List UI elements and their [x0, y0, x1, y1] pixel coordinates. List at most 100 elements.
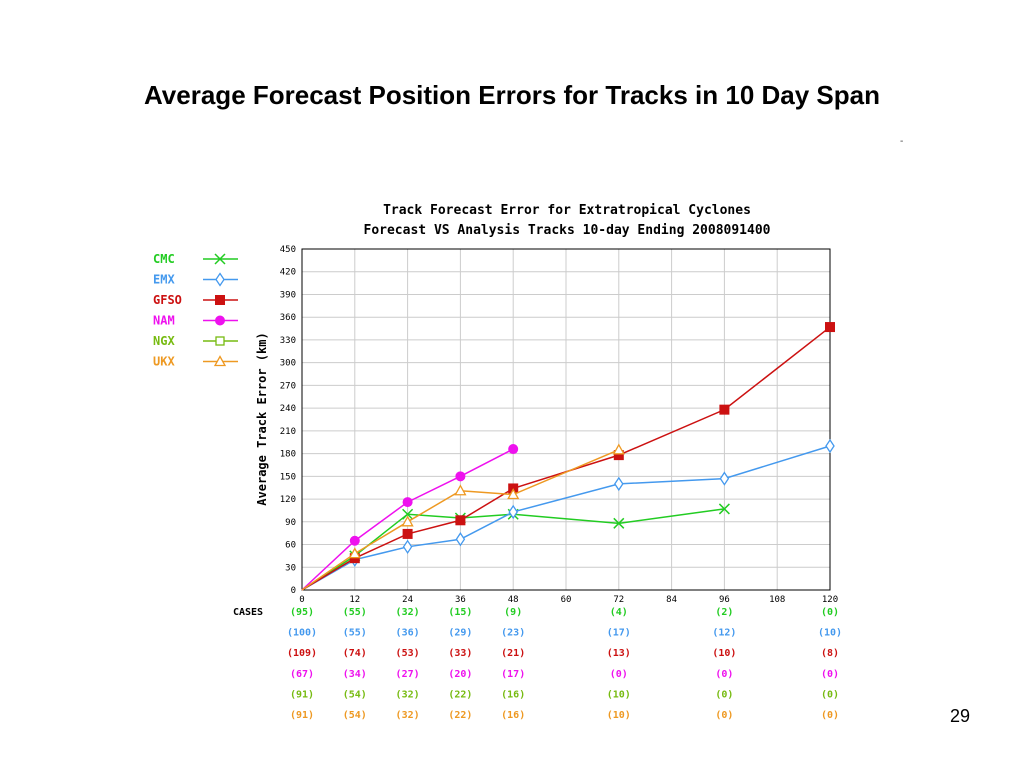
- legend-marker-cmc: [214, 253, 226, 265]
- data-point-cmc: [402, 508, 414, 520]
- legend-marker-nam: [215, 315, 225, 326]
- cases-value-emx: (100): [287, 628, 317, 639]
- cases-value-ngx: (16): [501, 689, 525, 700]
- cases-value-ukx: (91): [290, 710, 314, 721]
- y-tick-label: 150: [280, 472, 296, 482]
- data-point-emx: [402, 539, 413, 554]
- cases-value-gfso: (10): [712, 648, 736, 659]
- cases-value-ngx: (32): [396, 689, 420, 700]
- legend-marker-emx: [215, 272, 225, 287]
- series-line-emx: [301, 445, 831, 591]
- cases-value-nam: (0): [715, 669, 733, 680]
- cases-value-cmc: (15): [448, 607, 472, 618]
- cases-label: CASES: [233, 607, 263, 618]
- cases-value-ukx: (0): [715, 710, 733, 721]
- cases-value-emx: (10): [818, 628, 842, 639]
- data-point-gfso: [402, 528, 413, 539]
- data-point-nam: [402, 497, 413, 508]
- x-tick-label: 72: [613, 595, 624, 605]
- cases-value-ngx: (0): [821, 689, 839, 700]
- y-axis-label: Average Track Error (km): [255, 332, 269, 505]
- cases-value-emx: (36): [396, 628, 420, 639]
- cases-value-cmc: (55): [343, 607, 367, 618]
- data-point-gfso: [455, 515, 466, 526]
- cases-value-ngx: (0): [715, 689, 733, 700]
- legend-label-ukx: UKX: [153, 355, 175, 369]
- cases-value-cmc: (32): [396, 607, 420, 618]
- x-tick-label: 84: [666, 595, 677, 605]
- plot-area-frame: [301, 248, 831, 591]
- cases-value-emx: (23): [501, 628, 525, 639]
- x-tick-label: 96: [719, 595, 730, 605]
- x-tick-label: 108: [769, 595, 785, 605]
- cases-value-ukx: (22): [448, 710, 472, 721]
- data-point-nam: [455, 471, 466, 482]
- data-point-nam: [508, 444, 519, 455]
- data-point-ukx: [401, 515, 414, 527]
- page-number: 29: [949, 706, 970, 726]
- cases-value-cmc: (95): [290, 607, 314, 618]
- y-tick-label: 90: [285, 518, 296, 528]
- cases-value-nam: (20): [448, 669, 472, 680]
- cases-value-ukx: (16): [501, 710, 525, 721]
- y-tick-labels: 0 30 60 90 120 150 180 210 240 270 300 330 360 390 420…: [280, 245, 296, 596]
- x-tick-label: 48: [508, 595, 519, 605]
- corner-mark: -: [900, 136, 904, 147]
- cases-value-nam: (0): [610, 669, 628, 680]
- data-point-emx: [455, 532, 466, 547]
- legend: CMC EMX GFSO NAM NGX UKX: [153, 252, 238, 369]
- chart-subtitle: Forecast VS Analysis Tracks 10-day Endin…: [364, 223, 771, 238]
- cases-value-gfso: (33): [448, 648, 472, 659]
- y-tick-label: 180: [280, 450, 296, 460]
- cases-value-gfso: (109): [287, 648, 317, 659]
- cases-table: (95) (55) (32) (15) (9) (4) (2) (0) (100) (55) (36…: [287, 607, 842, 721]
- cases-value-cmc: (4): [610, 607, 628, 618]
- data-point-cmc: [613, 517, 625, 529]
- y-tick-label: 0: [291, 586, 296, 596]
- x-tick-label: 12: [349, 595, 360, 605]
- data-point-gfso: [825, 322, 835, 333]
- cases-value-gfso: (13): [607, 648, 631, 659]
- y-tick-label: 120: [280, 495, 296, 505]
- data-point-nam: [349, 535, 360, 546]
- x-tick-label: 24: [402, 595, 413, 605]
- y-tick-label: 270: [280, 381, 296, 391]
- legend-label-ngx: NGX: [153, 334, 175, 348]
- series-line-gfso: [301, 326, 831, 591]
- series-line-ukx: [301, 449, 620, 591]
- legend-label-nam: NAM: [153, 314, 175, 328]
- legend-marker-ukx: [213, 355, 227, 367]
- y-tick-label: 240: [280, 404, 296, 414]
- cases-value-gfso: (21): [501, 648, 525, 659]
- cases-value-cmc: (9): [504, 607, 522, 618]
- cases-value-gfso: (8): [821, 648, 839, 659]
- y-tick-label: 300: [280, 359, 296, 369]
- data-point-emx: [614, 476, 624, 492]
- cases-value-nam: (34): [343, 669, 367, 680]
- x-tick-label: 36: [455, 595, 466, 605]
- cases-value-ukx: (10): [607, 710, 631, 721]
- data-point-cmc: [718, 503, 730, 515]
- data-point-gfso: [719, 404, 730, 415]
- grid-lines: [301, 248, 831, 591]
- legend-marker-ngx: [215, 336, 225, 346]
- legend-marker-gfso: [215, 295, 225, 305]
- cases-value-nam: (17): [501, 669, 525, 680]
- x-tick-label: 0: [299, 595, 304, 605]
- data-point-emx: [508, 504, 518, 520]
- data-point-emx: [719, 471, 730, 486]
- y-tick-label: 330: [280, 336, 296, 346]
- cases-value-emx: (55): [343, 628, 367, 639]
- cases-value-cmc: (2): [715, 607, 733, 618]
- cases-value-ngx: (54): [343, 689, 367, 700]
- cases-value-nam: (67): [290, 669, 314, 680]
- x-tick-label: 120: [822, 595, 838, 605]
- y-tick-label: 420: [280, 268, 296, 278]
- cases-value-emx: (29): [448, 628, 472, 639]
- chart-title: Track Forecast Error for Extratropical C…: [383, 203, 751, 218]
- cases-value-gfso: (53): [396, 648, 420, 659]
- data-point-ukx: [612, 443, 625, 455]
- data-point-emx: [825, 438, 835, 454]
- cases-value-cmc: (0): [821, 607, 839, 618]
